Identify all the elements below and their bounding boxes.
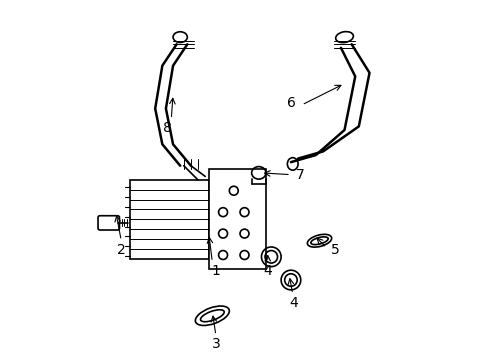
- Text: 8: 8: [162, 121, 171, 135]
- Text: 1: 1: [211, 264, 220, 278]
- Text: 2: 2: [117, 243, 125, 257]
- FancyBboxPatch shape: [98, 216, 119, 230]
- Text: 6: 6: [287, 96, 296, 110]
- Text: 7: 7: [296, 168, 305, 182]
- Text: 3: 3: [211, 337, 220, 351]
- Bar: [130, 180, 208, 258]
- Text: 5: 5: [330, 243, 339, 257]
- Text: 4: 4: [263, 264, 271, 278]
- Bar: [208, 169, 265, 269]
- Text: 4: 4: [289, 296, 298, 310]
